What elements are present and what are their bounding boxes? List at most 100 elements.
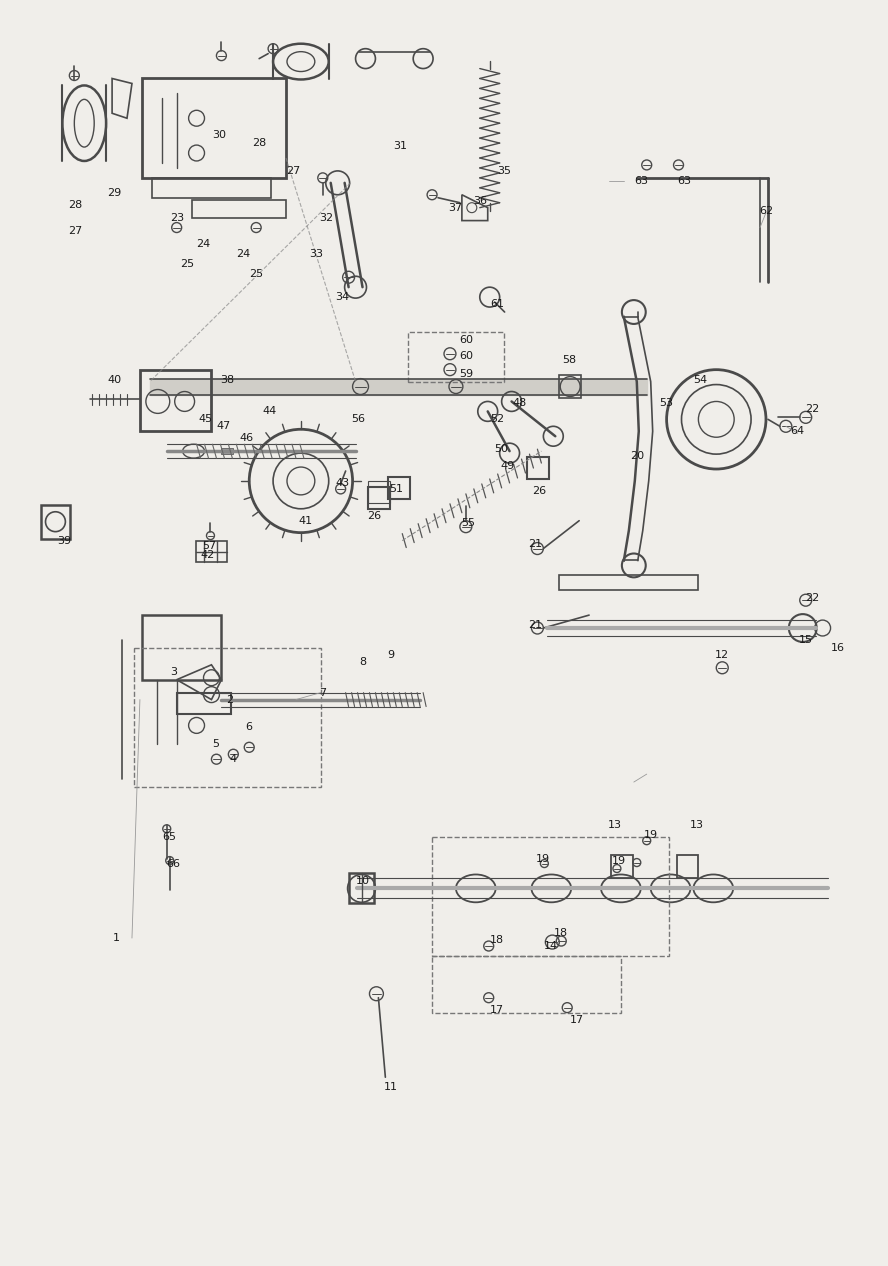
Bar <box>134 648 321 787</box>
Text: 28: 28 <box>68 200 83 210</box>
Bar <box>388 477 410 499</box>
Text: 21: 21 <box>528 538 543 548</box>
Bar <box>142 78 286 177</box>
Text: 60: 60 <box>459 334 473 344</box>
Text: 18: 18 <box>554 928 568 938</box>
Text: 14: 14 <box>544 941 559 951</box>
Text: 15: 15 <box>798 636 813 644</box>
Bar <box>611 855 633 879</box>
Text: 17: 17 <box>570 1014 584 1024</box>
Text: 66: 66 <box>167 858 180 868</box>
Bar <box>192 200 286 218</box>
Bar <box>527 457 550 479</box>
Text: 30: 30 <box>212 130 226 141</box>
Text: 49: 49 <box>501 461 515 471</box>
Text: 19: 19 <box>644 829 658 839</box>
Text: 21: 21 <box>528 620 543 630</box>
Text: 47: 47 <box>217 422 231 432</box>
Bar <box>41 505 70 538</box>
Text: 16: 16 <box>830 643 844 653</box>
Bar <box>349 874 375 904</box>
Text: 48: 48 <box>512 399 527 409</box>
Bar <box>369 481 391 503</box>
Bar <box>140 370 211 432</box>
Text: 43: 43 <box>336 479 350 487</box>
Text: 42: 42 <box>201 551 215 561</box>
Text: 40: 40 <box>107 375 121 385</box>
Text: 8: 8 <box>359 657 366 667</box>
Text: 28: 28 <box>252 138 266 148</box>
Text: 22: 22 <box>805 404 820 414</box>
Text: 23: 23 <box>170 213 185 223</box>
Text: 64: 64 <box>790 427 805 437</box>
Text: 7: 7 <box>319 687 326 698</box>
Bar <box>432 956 621 1013</box>
Text: 24: 24 <box>196 239 210 249</box>
Text: 13: 13 <box>689 820 703 829</box>
Text: 63: 63 <box>634 176 647 186</box>
Text: 33: 33 <box>309 249 323 260</box>
Bar <box>195 541 227 562</box>
Text: 20: 20 <box>630 451 644 461</box>
Text: 51: 51 <box>389 484 403 494</box>
Text: 24: 24 <box>236 249 250 260</box>
Bar <box>677 855 698 879</box>
Text: 2: 2 <box>226 695 233 705</box>
Bar <box>142 615 221 680</box>
Text: 65: 65 <box>163 832 177 842</box>
Text: 53: 53 <box>660 399 674 409</box>
Text: 59: 59 <box>459 368 473 379</box>
Text: 11: 11 <box>384 1082 397 1093</box>
Text: 41: 41 <box>298 515 313 525</box>
Text: 25: 25 <box>180 260 194 270</box>
Text: 38: 38 <box>220 375 234 385</box>
Text: 35: 35 <box>497 166 511 176</box>
Text: 32: 32 <box>320 213 334 223</box>
Text: 25: 25 <box>250 270 263 280</box>
Text: 22: 22 <box>805 594 820 603</box>
Text: 10: 10 <box>355 876 369 886</box>
Bar <box>152 177 271 197</box>
Text: 26: 26 <box>532 486 546 496</box>
Text: 54: 54 <box>694 375 708 385</box>
Text: 29: 29 <box>107 187 121 197</box>
Text: 17: 17 <box>489 1005 503 1014</box>
Text: 3: 3 <box>170 667 178 677</box>
Text: 4: 4 <box>230 755 237 765</box>
Text: 1: 1 <box>113 933 120 943</box>
Text: 58: 58 <box>562 354 576 365</box>
Text: 36: 36 <box>472 196 487 205</box>
Text: 60: 60 <box>459 351 473 361</box>
Text: 19: 19 <box>612 856 626 866</box>
Text: 31: 31 <box>393 141 408 151</box>
Bar <box>408 332 503 381</box>
Bar <box>559 375 581 399</box>
Text: 52: 52 <box>490 414 504 424</box>
Text: 56: 56 <box>352 414 366 424</box>
Text: 63: 63 <box>678 176 692 186</box>
Bar <box>369 487 391 509</box>
Text: 12: 12 <box>715 649 729 660</box>
Bar <box>177 693 232 714</box>
Text: 44: 44 <box>262 406 276 417</box>
Text: 18: 18 <box>489 936 503 944</box>
Text: 26: 26 <box>368 510 382 520</box>
Text: 45: 45 <box>198 414 212 424</box>
Text: 61: 61 <box>491 299 504 309</box>
Text: 39: 39 <box>58 536 71 546</box>
Text: 5: 5 <box>212 739 219 749</box>
Text: 57: 57 <box>202 541 217 551</box>
Text: 27: 27 <box>68 225 83 235</box>
Text: 62: 62 <box>759 205 773 215</box>
Text: 9: 9 <box>387 649 394 660</box>
Bar <box>432 837 669 956</box>
Text: 19: 19 <box>536 853 551 863</box>
Text: 50: 50 <box>495 444 509 454</box>
Text: 37: 37 <box>448 203 462 213</box>
Bar <box>221 448 234 454</box>
Text: 6: 6 <box>246 723 253 733</box>
Text: 46: 46 <box>239 433 253 443</box>
Text: 55: 55 <box>461 518 475 528</box>
Text: 27: 27 <box>286 166 300 176</box>
Text: 34: 34 <box>336 292 350 303</box>
